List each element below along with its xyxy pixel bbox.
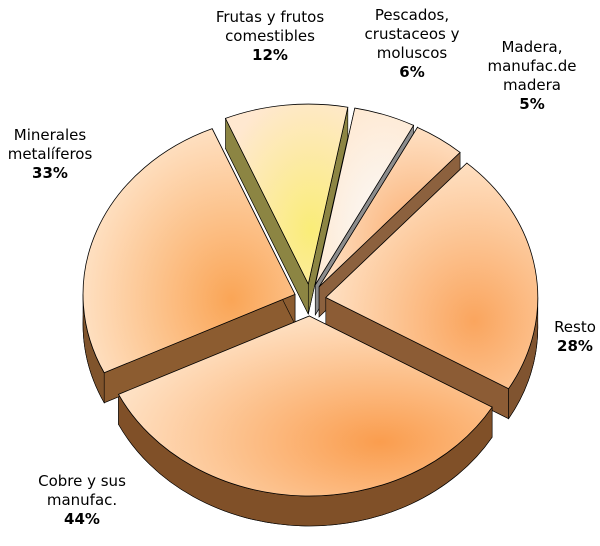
category-name: Resto — [554, 318, 596, 336]
category-name: Minerales metalíferos — [7, 126, 93, 163]
slice — [224, 103, 349, 286]
slice — [117, 315, 493, 497]
value-label: 44% — [64, 510, 100, 528]
value-label: 28% — [557, 337, 593, 355]
slice-label: Pescados, crustaceos y moluscos 6% — [347, 6, 477, 82]
slice — [314, 107, 415, 286]
value-label: 33% — [32, 164, 68, 182]
slice-label: Minerales metalíferos 33% — [0, 126, 105, 183]
slice-label: Madera, manufac.de madera 5% — [472, 38, 592, 114]
value-label: 5% — [519, 95, 545, 113]
slice — [318, 126, 461, 288]
slice-label: Frutas y frutos comestibles 12% — [210, 8, 330, 65]
value-label: 6% — [399, 63, 425, 81]
value-label: 12% — [252, 46, 288, 64]
category-name: Cobre y sus manufac. — [38, 472, 126, 509]
category-name: Madera, manufac.de madera — [487, 38, 577, 94]
slice-label: Resto 28% — [545, 318, 600, 356]
slice — [325, 162, 539, 390]
slice — [82, 128, 296, 374]
category-name: Pescados, crustaceos y moluscos — [364, 6, 460, 62]
slice-label: Cobre y sus manufac. 44% — [7, 472, 157, 529]
category-name: Frutas y frutos comestibles — [215, 8, 325, 45]
